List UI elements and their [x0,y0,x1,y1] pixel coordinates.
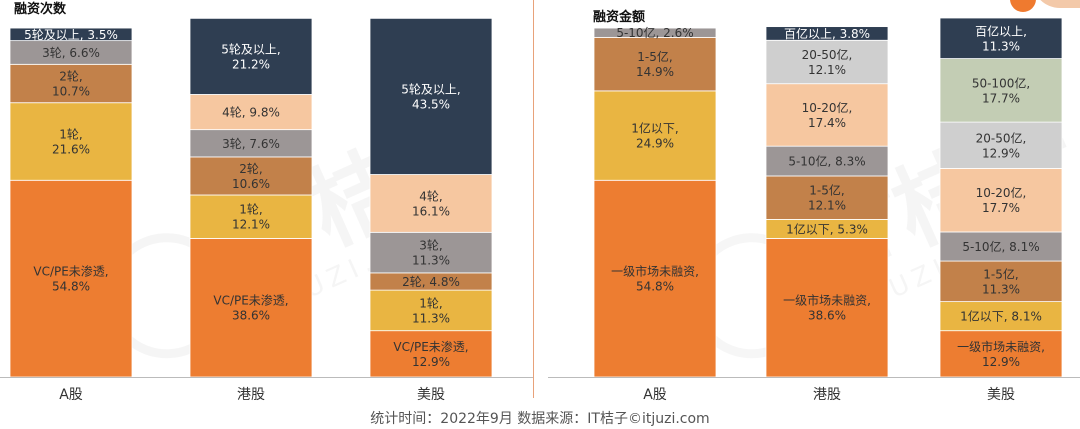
data-label: 2轮, 4.8% [402,275,460,289]
footer-source: 统计时间：2022年9月 数据来源：IT桔子©itjuzi.com [370,411,710,427]
data-label: 5-10亿, 2.6% [616,25,693,40]
data-label: 50-100亿, 17.7% [972,75,1030,105]
bar-segment [9,179,133,378]
bar-segment [369,231,493,274]
data-label: 5-10亿, 8.3% [788,154,865,169]
panel-divider [533,0,534,398]
data-label: 1亿以下, 8.1% [960,309,1042,324]
bar-segment [189,194,313,239]
data-label: 1轮, 11.3% [412,296,450,325]
data-label: 3轮, 6.6% [42,46,100,60]
data-label: 一级市场未融资, 38.6% [783,293,871,323]
bar-segment [9,63,133,104]
bar-segment [369,289,493,332]
data-label: 1-5亿, 12.1% [808,183,846,213]
data-label: 一级市场未融资, 54.8% [611,264,699,294]
category-tick-label: 港股 [237,387,265,403]
bar-segment [939,17,1063,59]
data-label: 3轮, 7.6% [222,137,280,151]
data-label: 10-20亿, 17.7% [976,185,1027,215]
category-tick-label: 美股 [417,387,445,403]
bar-segment [939,330,1063,378]
bar-segment [593,36,717,92]
bar-segment [765,238,889,378]
bar-segment [765,83,889,147]
bar-segment [189,94,313,131]
data-label: 20-50亿, 12.1% [802,47,853,77]
data-label: 20-50亿, 12.9% [976,130,1027,160]
data-label: 2轮, 10.6% [232,162,270,191]
category-tick-label: 港股 [813,387,841,403]
bar-segment [939,231,1063,262]
bar-segment [593,90,717,181]
bar-segment [765,175,889,220]
category-tick-label: A股 [643,387,667,403]
data-label: 5轮及以上, 3.5% [24,28,118,42]
data-label: 1-5亿, 11.3% [982,266,1020,296]
bar-segment [9,27,133,42]
data-label: 5-10亿, 8.1% [962,239,1039,254]
category-tick-label: 美股 [987,387,1015,403]
data-label: 百亿以上, 3.8% [784,26,870,41]
brand-dot-icon [1010,0,1036,12]
bar-segment [189,17,313,95]
data-label: 4轮, 16.1% [412,189,450,218]
data-label: 1轮, 21.6% [52,128,90,157]
bar-segment [189,156,313,196]
data-label: VC/PE未渗透, 12.9% [393,339,468,369]
brand-badge [1032,0,1080,8]
bar-segment [765,26,889,41]
chart-title: 融资金额 [593,9,645,25]
data-label: 1-5亿, 14.9% [636,49,674,79]
data-label: VC/PE未渗透, 38.6% [213,293,288,323]
data-label: 4轮, 9.8% [222,106,280,120]
bar-segment [369,174,493,233]
chart-title: 融资次数 [14,1,67,17]
bar-segment [593,27,717,38]
data-label: 百亿以上, 11.3% [975,23,1027,53]
data-label: 2轮, 10.7% [52,70,90,99]
data-label: 1轮, 12.1% [232,203,270,232]
bar-segment [369,330,493,378]
bar-segment [765,145,889,177]
bar-segment [939,168,1063,233]
bar-segment [939,121,1063,169]
data-label: 1亿以下, 5.3% [786,221,868,236]
bar-segment [369,17,493,175]
data-label: 5轮及以上, 43.5% [401,82,460,111]
bar-segment [189,238,313,378]
data-label: 10-20亿, 17.4% [802,100,853,130]
data-label: 1亿以下, 24.9% [631,121,678,151]
category-tick-label: A股 [59,387,83,403]
data-label: VC/PE未渗透, 54.8% [33,264,108,294]
data-label: 一级市场未融资, 12.9% [957,339,1045,369]
data-label: 5轮及以上, 21.2% [221,42,280,71]
bar-segment [189,129,313,158]
bar-segment [939,260,1063,303]
data-label: 3轮, 11.3% [412,239,450,268]
bar-segment [939,58,1063,123]
